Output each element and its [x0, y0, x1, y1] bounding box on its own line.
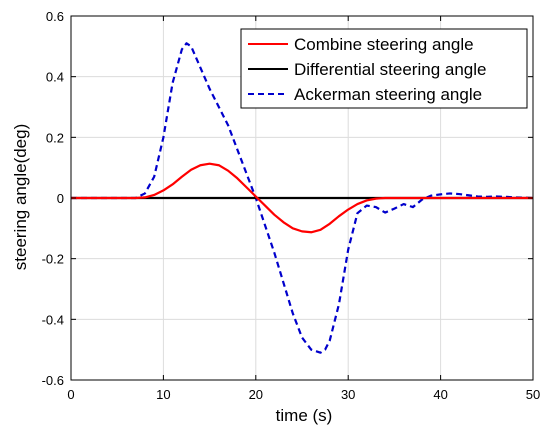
- series-line-combine: [71, 162, 533, 234]
- x-tick-label: 30: [341, 387, 355, 402]
- y-tick-label: 0: [57, 191, 64, 206]
- y-tick-label: -0.6: [42, 373, 64, 388]
- x-tick-label: 40: [433, 387, 447, 402]
- x-tick-label: 10: [156, 387, 170, 402]
- legend-label-ackerman: Ackerman steering angle: [294, 85, 482, 104]
- x-axis-label: time (s): [276, 406, 333, 425]
- y-tick-label: 0.2: [46, 130, 64, 145]
- series-line-ackerman: [71, 42, 534, 354]
- y-tick-label: -0.2: [42, 252, 64, 267]
- legend-label-combine: Combine steering angle: [294, 35, 474, 54]
- y-tick-label: 0.4: [46, 70, 64, 85]
- y-tick-label: 0.6: [46, 9, 64, 24]
- legend-label-differential: Differential steering angle: [294, 60, 486, 79]
- legend-box: [240, 28, 528, 109]
- legend: Combine steering angle Differential stee…: [240, 28, 528, 109]
- x-tick-label: 0: [67, 387, 74, 402]
- y-axis-label: steering angle(deg): [11, 124, 30, 270]
- y-tick-label: -0.4: [42, 312, 64, 327]
- x-tick-label: 20: [249, 387, 263, 402]
- plot-area: [71, 42, 534, 354]
- axes: [70, 15, 534, 381]
- x-tick-label: 50: [526, 387, 540, 402]
- tick-labels: 0 10 20 30 40 50 -0.6 -0.4 -0.2 0 0.2 0.4 0.6: [42, 9, 541, 402]
